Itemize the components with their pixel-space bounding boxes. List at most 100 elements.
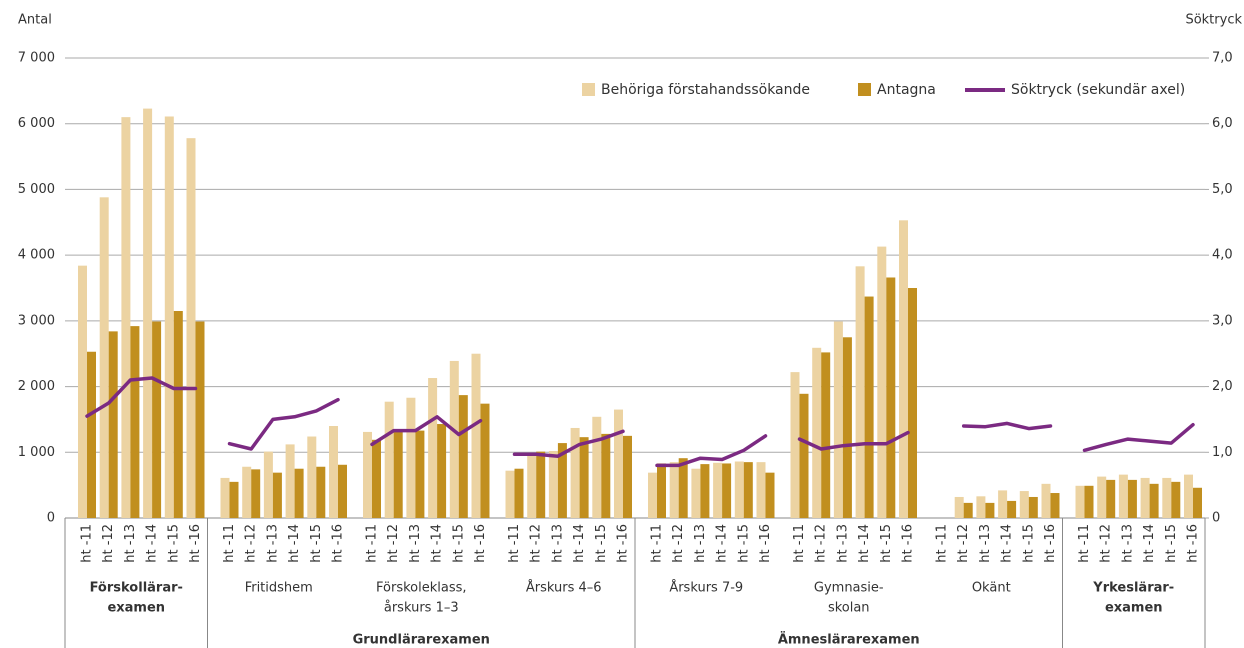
- x-tick-label: ht -14: [572, 524, 587, 563]
- bar: [657, 463, 666, 518]
- bar: [821, 352, 831, 518]
- bar: [691, 468, 701, 518]
- y2-tick-label: 0: [1212, 511, 1220, 526]
- bar: [899, 220, 908, 519]
- x-tick-label: ht -16: [331, 524, 346, 563]
- bar: [976, 496, 986, 518]
- x-tick-label: ht -16: [1043, 524, 1058, 563]
- bar: [1097, 476, 1107, 518]
- bar: [812, 347, 822, 518]
- bar: [195, 321, 205, 518]
- group-label: Okänt: [972, 581, 1011, 596]
- bar: [1149, 483, 1159, 518]
- x-tick-label: ht -16: [758, 524, 773, 563]
- bar: [765, 472, 775, 518]
- bar: [1118, 474, 1128, 518]
- bar: [648, 472, 657, 518]
- bar: [1019, 491, 1029, 518]
- bar: [514, 468, 524, 518]
- y-tick-label: 7 000: [18, 51, 55, 66]
- bar: [985, 502, 995, 518]
- bar: [790, 372, 800, 518]
- x-tick-label: ht -13: [123, 524, 138, 563]
- x-tick-label: ht -13: [978, 524, 993, 563]
- bar: [186, 138, 196, 518]
- bar: [415, 430, 425, 518]
- line: [512, 429, 625, 458]
- line: [370, 415, 483, 447]
- legend-swatch: [582, 83, 595, 96]
- bar: [1162, 477, 1172, 518]
- x-tick-label: ht -14: [145, 524, 160, 563]
- bar: [1171, 481, 1181, 518]
- x-tick-label: ht -15: [736, 524, 751, 563]
- y2-axis-title: Söktryck: [1185, 13, 1242, 28]
- x-tick-label: ht -13: [1120, 524, 1135, 563]
- x-tick-label: ht -16: [188, 524, 203, 563]
- x-tick-label: ht -15: [166, 524, 181, 563]
- bar: [263, 451, 273, 518]
- bar: [799, 393, 809, 518]
- x-tick-label: ht -11: [935, 524, 950, 563]
- bar: [998, 490, 1008, 518]
- x-tick-label: ht -12: [814, 524, 829, 563]
- bar: [78, 265, 87, 518]
- bar: [1075, 485, 1085, 518]
- bar: [384, 401, 394, 518]
- x-tick-label: ht -12: [1099, 524, 1114, 563]
- y-tick-label: 4 000: [18, 248, 55, 263]
- x-tick-label: ht -11: [792, 524, 807, 563]
- bar: [251, 469, 261, 518]
- bar: [1084, 485, 1094, 518]
- bar: [669, 462, 679, 518]
- bar: [877, 246, 887, 518]
- bar: [173, 311, 183, 518]
- x-tick-label: ht -12: [956, 524, 971, 563]
- x-tick-label: ht -13: [265, 524, 280, 563]
- y2-tick-label: 3,0: [1212, 313, 1233, 328]
- bar: [864, 296, 874, 518]
- y2-tick-label: 5,0: [1212, 182, 1233, 197]
- bar: [592, 416, 602, 518]
- x-tick-label: ht -16: [616, 524, 631, 563]
- bar: [121, 117, 131, 519]
- bar: [601, 433, 611, 518]
- group-label: Gymnasie-: [814, 581, 884, 596]
- bar: [229, 481, 239, 518]
- group-label: skolan: [828, 601, 870, 616]
- bar: [548, 450, 558, 518]
- x-tick-label: ht -15: [1021, 524, 1036, 563]
- bar: [363, 431, 372, 518]
- bar: [406, 397, 416, 518]
- bar: [1106, 479, 1116, 518]
- bar: [152, 321, 162, 518]
- bar: [1041, 483, 1051, 518]
- bar: [1127, 479, 1137, 518]
- bar: [963, 502, 973, 518]
- legend-label: Söktryck (sekundär axel): [1011, 82, 1185, 98]
- x-tick-label: ht -11: [507, 524, 522, 563]
- bar: [1028, 496, 1038, 518]
- bar: [87, 351, 96, 518]
- x-tick-label: ht -14: [287, 524, 302, 563]
- x-tick-label: ht -12: [101, 524, 116, 563]
- section-label: Grundlärarexamen: [353, 633, 490, 648]
- bar: [428, 378, 438, 518]
- bar: [338, 464, 347, 518]
- bar: [1050, 493, 1060, 518]
- bar: [437, 424, 447, 518]
- x-tick-label: ht -12: [386, 524, 401, 563]
- bar: [220, 477, 230, 518]
- legend-label: Behöriga förstahandssökande: [601, 82, 810, 98]
- x-tick-label: ht -12: [671, 524, 686, 563]
- y2-tick-label: 2,0: [1212, 379, 1233, 394]
- bar: [329, 426, 338, 518]
- y-axis-title: Antal: [18, 13, 52, 28]
- line: [227, 397, 340, 451]
- bar: [449, 360, 459, 518]
- y2-tick-label: 1,0: [1212, 445, 1233, 460]
- group-label: Förskollärar-: [90, 581, 183, 596]
- y-tick-label: 3 000: [18, 313, 55, 328]
- bar: [722, 463, 732, 518]
- bar: [294, 468, 304, 518]
